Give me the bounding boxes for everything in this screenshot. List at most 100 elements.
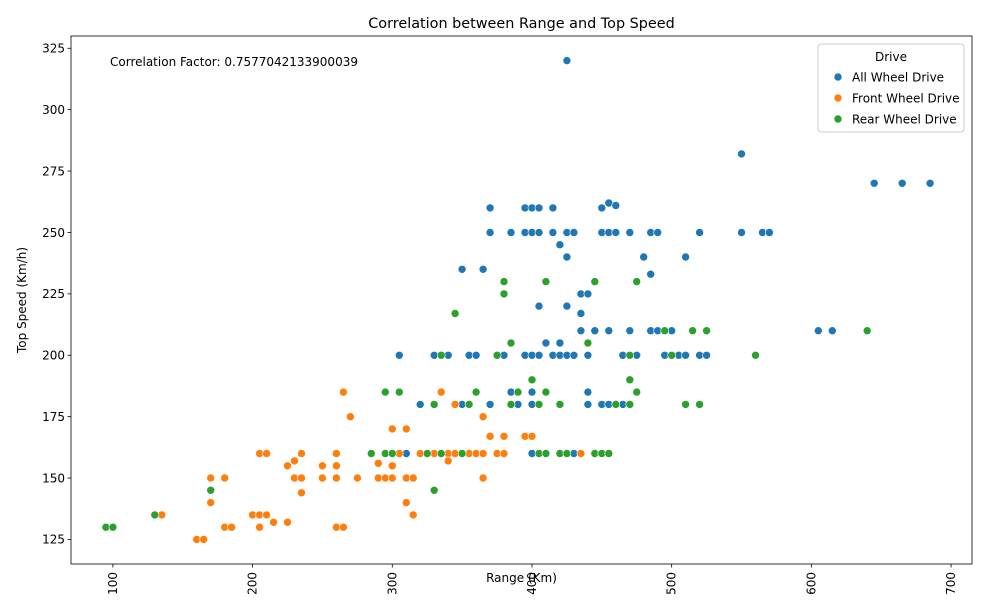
legend-marker-awd: [833, 72, 843, 82]
data-point-series1-62: [339, 522, 348, 532]
data-point-series2-10: [506, 338, 516, 348]
data-point-series2-1: [499, 277, 509, 286]
data-point-series0-39: [562, 301, 572, 311]
data-point-series0-1: [737, 149, 746, 159]
data-point-series0-34: [681, 252, 690, 262]
data-point-series0-7: [485, 203, 495, 213]
data-point-series2-0: [862, 326, 872, 336]
data-point-series0-42: [576, 309, 586, 318]
data-point-series1-40: [332, 473, 341, 483]
data-point-series0-33: [639, 252, 649, 262]
data-point-series0-26: [653, 228, 663, 237]
legend-box: [817, 43, 965, 133]
x-tick-label: 700: [944, 572, 958, 595]
data-point-series1-4: [387, 424, 397, 434]
data-point-series1-2: [346, 412, 355, 422]
data-point-series2-39: [457, 449, 467, 458]
data-point-series1-36: [220, 473, 229, 483]
data-point-series2-26: [464, 400, 474, 409]
data-point-series2-16: [751, 350, 760, 360]
y-tick-label: 300: [42, 103, 65, 117]
data-point-series0-80: [485, 400, 495, 409]
legend-marker-fwd: [833, 93, 843, 103]
data-point-series0-60: [534, 350, 544, 360]
data-point-series0-76: [527, 387, 537, 397]
data-point-series1-56: [269, 517, 278, 527]
data-point-series0-56: [471, 350, 481, 360]
x-axis-label: Range (Km): [486, 571, 557, 585]
data-point-series2-18: [625, 375, 635, 385]
data-point-series2-31: [625, 400, 635, 409]
x-tick-label: 300: [385, 572, 399, 595]
data-point-series2-46: [604, 449, 614, 458]
data-point-series0-72: [702, 350, 711, 360]
data-point-series2-47: [206, 485, 215, 495]
data-point-series0-11: [548, 203, 558, 213]
y-tick-label: 325: [42, 42, 65, 56]
data-point-series1-54: [262, 510, 271, 520]
data-point-series0-41: [583, 289, 593, 299]
data-point-series0-4: [925, 179, 935, 188]
data-point-series2-3: [590, 277, 600, 286]
data-point-series0-45: [604, 326, 614, 336]
data-point-series0-32: [562, 252, 572, 262]
data-point-series1-44: [387, 473, 397, 483]
data-point-series2-6: [450, 309, 460, 318]
data-point-series1-57: [283, 517, 292, 527]
y-tick-label: 175: [42, 410, 65, 424]
data-point-series2-12: [436, 350, 446, 360]
y-tick-label: 275: [42, 164, 65, 178]
data-point-series2-48: [429, 485, 439, 495]
data-point-series0-70: [681, 350, 690, 360]
data-point-series1-5: [401, 424, 411, 434]
data-point-series0-52: [394, 350, 404, 360]
data-point-series2-8: [688, 326, 697, 336]
data-point-series2-33: [695, 400, 704, 409]
y-axis-label: Top Speed (Km/h): [15, 247, 29, 354]
data-point-series1-13: [262, 449, 271, 458]
data-point-series1-47: [478, 473, 488, 483]
data-point-series2-15: [667, 350, 677, 360]
data-point-series2-38: [436, 449, 446, 458]
data-point-series1-30: [283, 461, 292, 471]
x-tick-label: 200: [246, 572, 260, 595]
data-point-series0-37: [646, 269, 656, 279]
data-point-series2-37: [422, 449, 432, 458]
y-tick-label: 225: [42, 287, 65, 301]
data-point-series0-12: [597, 203, 607, 213]
data-point-series2-32: [681, 400, 690, 409]
data-point-series1-7: [499, 431, 509, 441]
x-tick-label: 100: [106, 572, 120, 595]
y-tick-label: 200: [42, 349, 65, 363]
data-point-series1-1: [436, 387, 446, 397]
data-point-series0-24: [625, 228, 635, 237]
data-point-series2-43: [562, 449, 572, 458]
data-point-series0-78: [415, 400, 425, 409]
data-point-series2-24: [632, 387, 642, 397]
y-axis-ticks: 125 150 175 200 225 250 275 300 325: [42, 42, 71, 547]
data-point-series2-7: [660, 326, 670, 336]
data-point-series2-9: [702, 326, 711, 336]
data-point-series2-5: [499, 289, 509, 299]
plot-frame: [70, 35, 973, 565]
data-point-series0-74: [555, 338, 565, 348]
legend-label-rwd: Rear Wheel Drive: [852, 113, 957, 127]
y-tick-label: 150: [42, 471, 65, 485]
data-point-series1-34: [387, 461, 397, 471]
data-point-series1-0: [339, 387, 348, 397]
x-tick-label: 500: [665, 572, 679, 595]
data-point-series0-27: [695, 228, 704, 237]
data-point-series0-50: [813, 326, 823, 336]
data-point-series0-30: [765, 228, 774, 237]
data-point-series0-2: [869, 179, 879, 188]
data-point-series2-23: [541, 387, 551, 397]
data-point-series1-59: [227, 522, 236, 532]
data-point-series2-22: [513, 387, 523, 397]
data-point-series1-3: [478, 412, 488, 422]
correlation-annotation: Correlation Factor: 0.7577042133900039: [110, 55, 358, 69]
data-point-series2-41: [541, 449, 551, 458]
data-point-series2-34: [366, 449, 376, 458]
data-point-series1-60: [255, 522, 264, 532]
data-point-series0-64: [569, 350, 579, 360]
